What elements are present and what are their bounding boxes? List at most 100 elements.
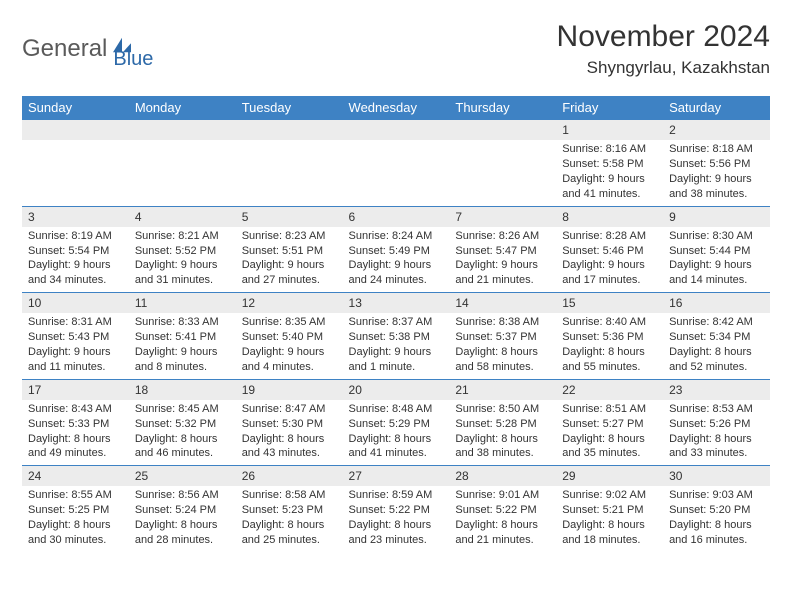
day-details: Sunrise: 8:38 AMSunset: 5:37 PMDaylight:…: [449, 313, 556, 378]
day-number: 4: [129, 207, 236, 227]
day-number-empty: [236, 120, 343, 140]
sunset-text: Sunset: 5:38 PM: [349, 330, 444, 345]
sunrise-text: Sunrise: 8:55 AM: [28, 488, 123, 503]
sunset-text: Sunset: 5:22 PM: [455, 503, 550, 518]
sunrise-text: Sunrise: 9:01 AM: [455, 488, 550, 503]
sunrise-text: Sunrise: 8:21 AM: [135, 229, 230, 244]
sunset-text: Sunset: 5:28 PM: [455, 417, 550, 432]
day-number: 17: [22, 380, 129, 400]
day-number: 10: [22, 293, 129, 313]
daylight-text: Daylight: 8 hours and 41 minutes.: [349, 432, 444, 462]
sunset-text: Sunset: 5:51 PM: [242, 244, 337, 259]
day-details: Sunrise: 8:56 AMSunset: 5:24 PMDaylight:…: [129, 486, 236, 551]
calendar-day-cell: [22, 120, 129, 207]
calendar-week-row: 3Sunrise: 8:19 AMSunset: 5:54 PMDaylight…: [22, 206, 770, 293]
sunrise-text: Sunrise: 8:31 AM: [28, 315, 123, 330]
day-details: Sunrise: 8:18 AMSunset: 5:56 PMDaylight:…: [663, 140, 770, 205]
day-details: Sunrise: 8:30 AMSunset: 5:44 PMDaylight:…: [663, 227, 770, 292]
calendar-body: 1Sunrise: 8:16 AMSunset: 5:58 PMDaylight…: [22, 120, 770, 552]
day-details: Sunrise: 8:37 AMSunset: 5:38 PMDaylight:…: [343, 313, 450, 378]
daylight-text: Daylight: 8 hours and 23 minutes.: [349, 518, 444, 548]
sunrise-text: Sunrise: 8:28 AM: [562, 229, 657, 244]
sunrise-text: Sunrise: 8:30 AM: [669, 229, 764, 244]
calendar-day-cell: 15Sunrise: 8:40 AMSunset: 5:36 PMDayligh…: [556, 293, 663, 380]
sunrise-text: Sunrise: 8:35 AM: [242, 315, 337, 330]
day-details: Sunrise: 8:40 AMSunset: 5:36 PMDaylight:…: [556, 313, 663, 378]
daylight-text: Daylight: 9 hours and 31 minutes.: [135, 258, 230, 288]
daylight-text: Daylight: 8 hours and 55 minutes.: [562, 345, 657, 375]
day-number: 1: [556, 120, 663, 140]
day-details: Sunrise: 8:51 AMSunset: 5:27 PMDaylight:…: [556, 400, 663, 465]
calendar-day-cell: 1Sunrise: 8:16 AMSunset: 5:58 PMDaylight…: [556, 120, 663, 207]
day-details: Sunrise: 8:58 AMSunset: 5:23 PMDaylight:…: [236, 486, 343, 551]
sunset-text: Sunset: 5:20 PM: [669, 503, 764, 518]
sunrise-text: Sunrise: 8:18 AM: [669, 142, 764, 157]
daylight-text: Daylight: 9 hours and 17 minutes.: [562, 258, 657, 288]
calendar-day-cell: 21Sunrise: 8:50 AMSunset: 5:28 PMDayligh…: [449, 379, 556, 466]
day-number: 15: [556, 293, 663, 313]
sunrise-text: Sunrise: 8:40 AM: [562, 315, 657, 330]
daylight-text: Daylight: 9 hours and 4 minutes.: [242, 345, 337, 375]
sunset-text: Sunset: 5:46 PM: [562, 244, 657, 259]
calendar-day-cell: 22Sunrise: 8:51 AMSunset: 5:27 PMDayligh…: [556, 379, 663, 466]
weekday-header: Tuesday: [236, 96, 343, 120]
daylight-text: Daylight: 9 hours and 34 minutes.: [28, 258, 123, 288]
day-details: Sunrise: 9:02 AMSunset: 5:21 PMDaylight:…: [556, 486, 663, 551]
calendar-day-cell: 23Sunrise: 8:53 AMSunset: 5:26 PMDayligh…: [663, 379, 770, 466]
day-number: 7: [449, 207, 556, 227]
daylight-text: Daylight: 9 hours and 1 minute.: [349, 345, 444, 375]
sunrise-text: Sunrise: 8:47 AM: [242, 402, 337, 417]
day-details: Sunrise: 8:23 AMSunset: 5:51 PMDaylight:…: [236, 227, 343, 292]
day-details: Sunrise: 8:26 AMSunset: 5:47 PMDaylight:…: [449, 227, 556, 292]
calendar-week-row: 1Sunrise: 8:16 AMSunset: 5:58 PMDaylight…: [22, 120, 770, 207]
day-details: Sunrise: 8:45 AMSunset: 5:32 PMDaylight:…: [129, 400, 236, 465]
calendar-week-row: 17Sunrise: 8:43 AMSunset: 5:33 PMDayligh…: [22, 379, 770, 466]
calendar-day-cell: 29Sunrise: 9:02 AMSunset: 5:21 PMDayligh…: [556, 466, 663, 552]
calendar-day-cell: 5Sunrise: 8:23 AMSunset: 5:51 PMDaylight…: [236, 206, 343, 293]
sunset-text: Sunset: 5:44 PM: [669, 244, 764, 259]
sunset-text: Sunset: 5:41 PM: [135, 330, 230, 345]
day-details: Sunrise: 9:03 AMSunset: 5:20 PMDaylight:…: [663, 486, 770, 551]
sunset-text: Sunset: 5:36 PM: [562, 330, 657, 345]
day-number: 19: [236, 380, 343, 400]
sunset-text: Sunset: 5:22 PM: [349, 503, 444, 518]
sunset-text: Sunset: 5:23 PM: [242, 503, 337, 518]
calendar-day-cell: [236, 120, 343, 207]
day-details: Sunrise: 8:50 AMSunset: 5:28 PMDaylight:…: [449, 400, 556, 465]
weekday-header-row: Sunday Monday Tuesday Wednesday Thursday…: [22, 96, 770, 120]
day-details: Sunrise: 8:53 AMSunset: 5:26 PMDaylight:…: [663, 400, 770, 465]
day-number-empty: [449, 120, 556, 140]
day-number: 20: [343, 380, 450, 400]
day-number: 18: [129, 380, 236, 400]
calendar-day-cell: 27Sunrise: 8:59 AMSunset: 5:22 PMDayligh…: [343, 466, 450, 552]
daylight-text: Daylight: 8 hours and 52 minutes.: [669, 345, 764, 375]
calendar-day-cell: 8Sunrise: 8:28 AMSunset: 5:46 PMDaylight…: [556, 206, 663, 293]
daylight-text: Daylight: 8 hours and 35 minutes.: [562, 432, 657, 462]
sunrise-text: Sunrise: 8:24 AM: [349, 229, 444, 244]
day-number: 6: [343, 207, 450, 227]
sunset-text: Sunset: 5:25 PM: [28, 503, 123, 518]
day-details: Sunrise: 8:31 AMSunset: 5:43 PMDaylight:…: [22, 313, 129, 378]
calendar-day-cell: 12Sunrise: 8:35 AMSunset: 5:40 PMDayligh…: [236, 293, 343, 380]
calendar-day-cell: 4Sunrise: 8:21 AMSunset: 5:52 PMDaylight…: [129, 206, 236, 293]
calendar-day-cell: 2Sunrise: 8:18 AMSunset: 5:56 PMDaylight…: [663, 120, 770, 207]
daylight-text: Daylight: 9 hours and 11 minutes.: [28, 345, 123, 375]
sunrise-text: Sunrise: 8:59 AM: [349, 488, 444, 503]
day-details: Sunrise: 8:48 AMSunset: 5:29 PMDaylight:…: [343, 400, 450, 465]
day-details: Sunrise: 8:21 AMSunset: 5:52 PMDaylight:…: [129, 227, 236, 292]
day-details: Sunrise: 8:59 AMSunset: 5:22 PMDaylight:…: [343, 486, 450, 551]
sunset-text: Sunset: 5:49 PM: [349, 244, 444, 259]
calendar-day-cell: 13Sunrise: 8:37 AMSunset: 5:38 PMDayligh…: [343, 293, 450, 380]
day-details: Sunrise: 8:42 AMSunset: 5:34 PMDaylight:…: [663, 313, 770, 378]
sunset-text: Sunset: 5:47 PM: [455, 244, 550, 259]
calendar-day-cell: 3Sunrise: 8:19 AMSunset: 5:54 PMDaylight…: [22, 206, 129, 293]
calendar-day-cell: 26Sunrise: 8:58 AMSunset: 5:23 PMDayligh…: [236, 466, 343, 552]
sunrise-text: Sunrise: 8:19 AM: [28, 229, 123, 244]
sunrise-text: Sunrise: 8:48 AM: [349, 402, 444, 417]
day-number-empty: [22, 120, 129, 140]
day-number: 11: [129, 293, 236, 313]
day-number: 30: [663, 466, 770, 486]
sunset-text: Sunset: 5:58 PM: [562, 157, 657, 172]
daylight-text: Daylight: 9 hours and 38 minutes.: [669, 172, 764, 202]
daylight-text: Daylight: 8 hours and 38 minutes.: [455, 432, 550, 462]
